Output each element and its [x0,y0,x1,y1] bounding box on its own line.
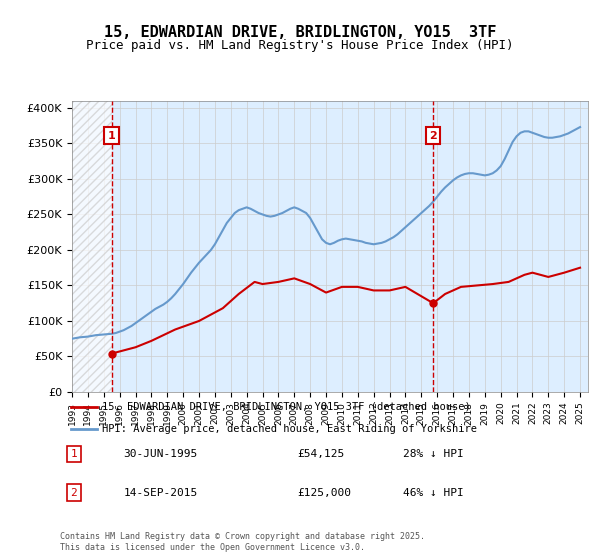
Text: Contains HM Land Registry data © Crown copyright and database right 2025.
This d: Contains HM Land Registry data © Crown c… [60,532,425,552]
Text: HPI: Average price, detached house, East Riding of Yorkshire: HPI: Average price, detached house, East… [102,424,477,434]
Text: 46% ↓ HPI: 46% ↓ HPI [403,488,464,498]
Text: 2: 2 [71,488,77,498]
Text: Price paid vs. HM Land Registry's House Price Index (HPI): Price paid vs. HM Land Registry's House … [86,39,514,52]
Text: 30-JUN-1995: 30-JUN-1995 [124,449,197,459]
Text: 2: 2 [430,130,437,141]
Text: £54,125: £54,125 [298,449,345,459]
Bar [72,101,112,392]
Text: £125,000: £125,000 [298,488,352,498]
Text: 15, EDWARDIAN DRIVE, BRIDLINGTON, YO15 3TF (detached house): 15, EDWARDIAN DRIVE, BRIDLINGTON, YO15 3… [102,402,471,412]
Text: 28% ↓ HPI: 28% ↓ HPI [403,449,464,459]
Text: 15, EDWARDIAN DRIVE, BRIDLINGTON, YO15  3TF: 15, EDWARDIAN DRIVE, BRIDLINGTON, YO15 3… [104,25,496,40]
Text: 1: 1 [71,449,77,459]
Text: 14-SEP-2015: 14-SEP-2015 [124,488,197,498]
Text: 1: 1 [108,130,116,141]
